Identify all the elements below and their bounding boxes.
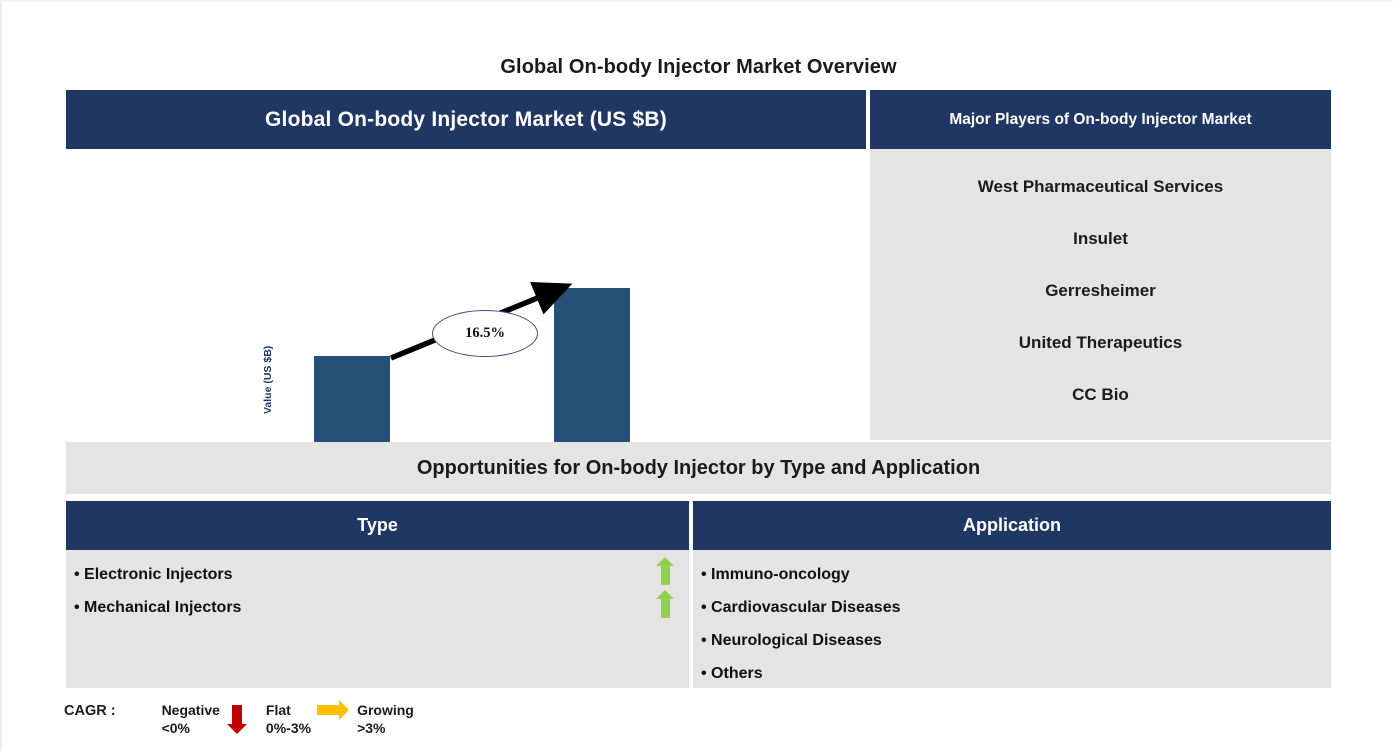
table-row: • Mechanical Injectors — [66, 589, 689, 624]
table-row: • Cardiovascular Diseases — [693, 591, 1331, 624]
arrow-up-green-icon — [414, 699, 448, 727]
type-row-label: • Electronic Injectors — [74, 565, 233, 583]
type-table-rows: • Electronic Injectors • Mechanical Inje… — [66, 550, 689, 624]
cagr-legend-growing-text: Growing >3% — [357, 699, 414, 737]
cagr-legend-flat-text: Flat 0%-3% — [266, 699, 311, 737]
table-row: • Others — [693, 657, 1331, 690]
page-title: Global On-body Injector Market Overview — [500, 56, 897, 78]
arrow-up-green-icon — [655, 589, 675, 623]
arrow-right-yellow-icon — [311, 699, 350, 720]
application-row-label: • Immuno-oncology — [701, 565, 850, 583]
cagr-flat-label: Flat — [265, 702, 291, 718]
table-row: • Electronic Injectors — [66, 556, 689, 591]
list-item: United Therapeutics — [1018, 333, 1183, 352]
arrow-up-green-icon — [1297, 660, 1317, 687]
list-item: West Pharmaceutical Services — [977, 177, 1224, 196]
application-row-label: • Neurological Diseases — [701, 631, 882, 649]
application-row-label: • Others — [701, 664, 763, 682]
major-players-header: Major Players of On-body Injector Market — [870, 90, 1331, 149]
cagr-negative-range: <0% — [161, 720, 190, 736]
market-chart-panel: Global On-body Injector Market (US $B) V… — [66, 90, 866, 520]
arrow-up-green-icon — [655, 556, 675, 590]
type-table: Type • Electronic Injectors • Mechanical… — [66, 501, 689, 688]
arrow-up-green-icon — [1297, 594, 1317, 621]
cagr-flat-range: 0%-3% — [265, 720, 312, 736]
cagr-legend-item-flat: Flat 0%-3% — [266, 699, 350, 737]
arrow-down-red-icon — [220, 699, 254, 734]
major-players-list: West Pharmaceutical Services Insulet Ger… — [870, 149, 1331, 440]
opportunities-banner: Opportunities for On-body Injector by Ty… — [66, 442, 1331, 494]
bar-chart: Value (US $B) 16.5% 2025 2031 Source : L… — [66, 149, 866, 520]
table-row: • Neurological Diseases — [693, 624, 1331, 657]
list-item: CC Bio — [1072, 385, 1129, 404]
arrow-up-green-icon — [1297, 627, 1317, 654]
list-item: Insulet — [1073, 229, 1128, 248]
cagr-legend: CAGR : Negative <0% Flat 0%-3% Growing >… — [64, 699, 460, 745]
growth-arrow — [389, 281, 573, 361]
cagr-growing-range: >3% — [357, 720, 386, 736]
application-table: Application • Immuno-oncology • Cardiova… — [693, 501, 1331, 688]
application-table-header: Application — [693, 501, 1331, 550]
cagr-growing-label: Growing — [357, 702, 414, 718]
application-table-rows: • Immuno-oncology • Cardiovascular Disea… — [693, 550, 1331, 690]
cagr-negative-label: Negative — [161, 702, 220, 718]
market-chart-header: Global On-body Injector Market (US $B) — [66, 90, 866, 149]
cagr-legend-item-negative: Negative <0% — [162, 699, 254, 737]
cagr-legend-title: CAGR : — [64, 703, 116, 719]
list-item: Gerresheimer — [1045, 281, 1156, 300]
cagr-callout: 16.5% — [432, 310, 538, 357]
major-players-panel: Major Players of On-body Injector Market… — [870, 90, 1331, 440]
cagr-legend-negative-text: Negative <0% — [162, 699, 220, 737]
arrow-up-green-icon — [1297, 561, 1317, 588]
market-chart-body: Value (US $B) 16.5% 2025 2031 Source : L… — [66, 149, 866, 520]
application-row-label: • Cardiovascular Diseases — [701, 598, 901, 616]
type-table-header: Type — [66, 501, 689, 550]
cagr-legend-item-growing: Growing >3% — [357, 699, 448, 737]
bar-2031 — [554, 288, 630, 460]
type-row-label: • Mechanical Injectors — [74, 598, 242, 616]
table-row: • Immuno-oncology — [693, 558, 1331, 591]
